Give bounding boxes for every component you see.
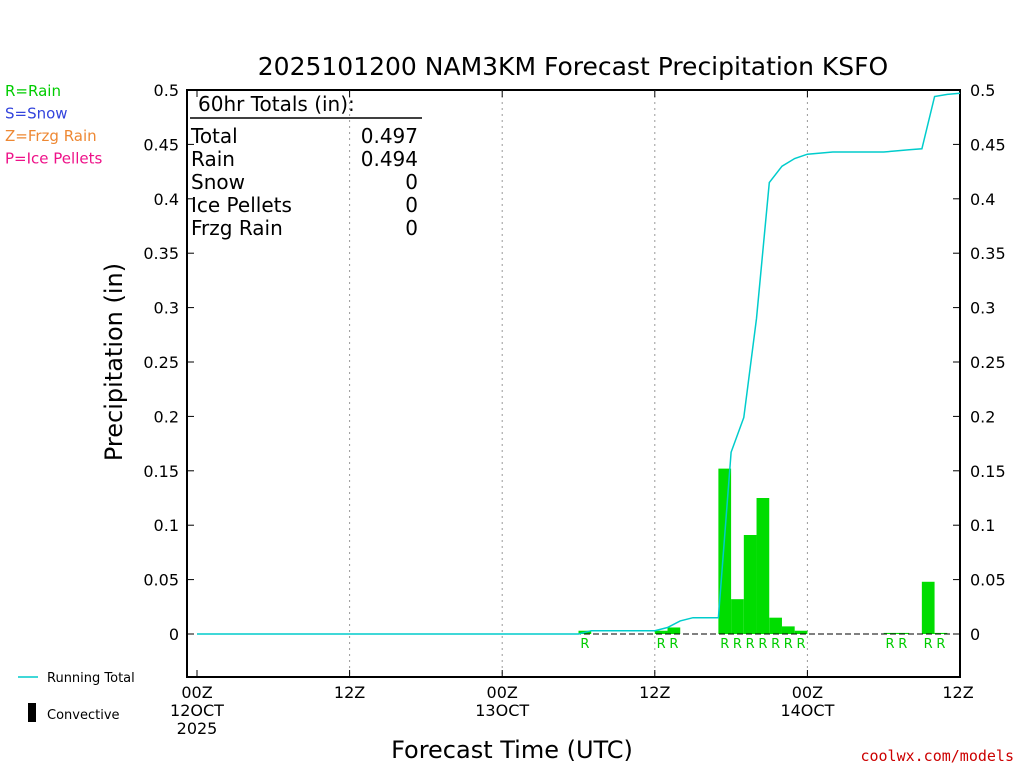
precip-type-label: R <box>669 637 678 652</box>
y-tick-label-left: 0.05 <box>143 571 179 590</box>
totals-row-label: Frzg Rain <box>191 216 283 240</box>
x-tick-label: 2025 <box>177 719 218 738</box>
precip-bar <box>794 630 808 634</box>
y-tick-label-left: 0.2 <box>154 407 179 426</box>
x-tick-label: 12OCT <box>170 701 224 720</box>
precip-type-label: R <box>771 637 780 652</box>
totals-row-label: Ice Pellets <box>191 193 292 217</box>
precip-bar <box>921 581 935 634</box>
precip-type-label: R <box>924 637 933 652</box>
precip-type-label: R <box>580 637 589 652</box>
y-tick-label-right: 0.05 <box>970 571 1006 590</box>
y-tick-label-right: 0 <box>970 625 980 644</box>
x-tick-label: 12Z <box>334 683 365 702</box>
convective-legend-label: Convective <box>47 708 120 723</box>
plot-frame <box>186 89 961 678</box>
precip-bar <box>654 630 668 634</box>
x-tick-label: 12Z <box>639 683 670 702</box>
convective-legend-swatch <box>28 703 36 722</box>
precip-bar <box>756 498 770 634</box>
y-tick-label-left: 0.5 <box>154 81 179 100</box>
x-tick-label: 13OCT <box>475 701 529 720</box>
precip-type-legend: R=Rain S=Snow Z=Frzg Rain P=Ice Pellets <box>5 82 102 168</box>
running-total-line <box>197 92 961 635</box>
y-tick-label-right: 0.15 <box>970 462 1006 481</box>
x-gridlines <box>349 90 808 677</box>
y-tick-label-left: 0.35 <box>143 244 179 263</box>
precip-type-label: R <box>746 637 755 652</box>
totals-row-label: Rain <box>191 147 235 171</box>
x-tick-label: 14OCT <box>780 701 834 720</box>
legend-entry: R=Rain <box>5 82 61 100</box>
precip-type-label: R <box>657 637 666 652</box>
y-tick-label-right: 0.5 <box>970 81 995 100</box>
totals-row-label: Snow <box>191 170 245 194</box>
totals-box: 60hr Totals (in): Total 0.497 Rain 0.494 Sno… <box>190 92 422 240</box>
y-tick-label-left: 0.4 <box>154 190 179 209</box>
y-tick-label-left: 0.45 <box>143 135 179 154</box>
chart-title: 2025101200 NAM3KM Forecast Precipitation… <box>258 52 888 81</box>
precip-type-label: R <box>733 637 742 652</box>
precip-type-label: R <box>886 637 895 652</box>
y-tick-label-left: 0.3 <box>154 299 179 318</box>
y-tick-label-right: 0.45 <box>970 135 1006 154</box>
y-tick-label-right: 0.1 <box>970 516 995 535</box>
y-tick-label-left: 0.15 <box>143 462 179 481</box>
y-tick-label-right: 0.2 <box>970 407 995 426</box>
legend-entry: S=Snow <box>5 105 68 123</box>
totals-row-value: 0 <box>405 193 418 217</box>
precip-bar <box>667 627 681 634</box>
y-tick-label-right: 0.4 <box>970 190 995 209</box>
credit-text: coolwx.com/models <box>860 747 1014 765</box>
precip-bar <box>781 626 795 634</box>
precip-bars <box>578 468 948 634</box>
y-tick-label-right: 0.3 <box>970 299 995 318</box>
running-total-legend-label: Running Total <box>47 671 135 686</box>
precip-bar <box>883 632 897 634</box>
totals-row-value: 0.497 <box>361 124 418 148</box>
precip-type-label: R <box>898 637 907 652</box>
y-tick-label-right: 0.25 <box>970 353 1006 372</box>
precip-type-label: R <box>758 637 767 652</box>
precip-bar <box>769 617 782 634</box>
running-total-series <box>197 92 961 635</box>
x-tick-label: 00Z <box>792 683 823 702</box>
precip-type-label: R <box>936 637 945 652</box>
x-tick-label: 00Z <box>181 683 212 702</box>
precip-bar <box>743 534 757 634</box>
precip-bar <box>896 632 910 634</box>
totals-row-value: 0 <box>405 170 418 194</box>
legend-entry: P=Ice Pellets <box>5 150 102 168</box>
y-tick-label-left: 0 <box>169 625 179 644</box>
totals-row-label: Total <box>190 124 238 148</box>
precip-bar <box>731 599 744 634</box>
y-axis-left: 0 0.05 0.1 0.15 0.2 0.25 0.3 0.35 0.4 0.45 0.5 <box>143 81 194 644</box>
x-axis-label: Forecast Time (UTC) <box>391 736 633 764</box>
precip-bar <box>934 632 948 634</box>
totals-header: 60hr Totals (in): <box>198 92 355 116</box>
precip-bar <box>718 468 732 634</box>
x-tick-label: 12Z <box>942 683 973 702</box>
y-tick-label-left: 0.25 <box>143 353 179 372</box>
totals-row-value: 0.494 <box>361 147 418 171</box>
precip-type-label: R <box>784 637 793 652</box>
precip-type-label: R <box>797 637 806 652</box>
precip-type-label: R <box>720 637 729 652</box>
totals-row-value: 0 <box>405 216 418 240</box>
legend-entry: Z=Frzg Rain <box>5 127 97 145</box>
y-tick-label-left: 0.1 <box>154 516 179 535</box>
x-tick-label: 00Z <box>487 683 518 702</box>
y-axis-right: 0 0.05 0.1 0.15 0.2 0.25 0.3 0.35 0.4 0.45 0.5 <box>953 81 1006 644</box>
y-axis-label: Precipitation (in) <box>100 263 128 461</box>
y-tick-label-right: 0.35 <box>970 244 1006 263</box>
